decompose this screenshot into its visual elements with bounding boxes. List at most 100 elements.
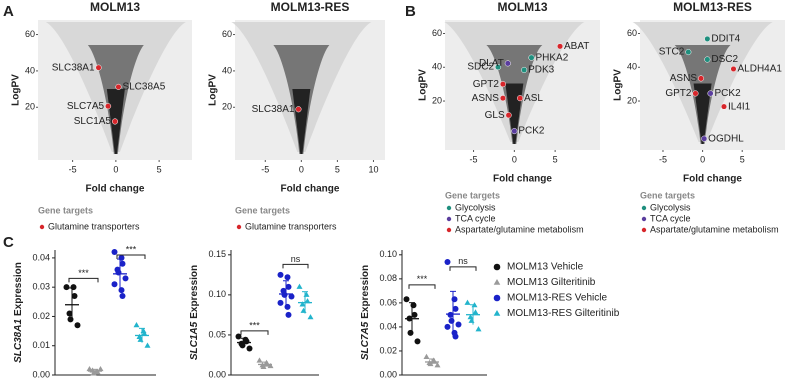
- data-point: [122, 275, 129, 282]
- y-axis-label: LogPV: [11, 74, 22, 106]
- chart-title: MOLM13-RES: [271, 0, 350, 14]
- significance-label: ***: [78, 268, 89, 278]
- data-point: [434, 362, 441, 368]
- x-tick-label: 0: [512, 154, 517, 164]
- y-tick-label: 40: [222, 65, 232, 75]
- gene-label: SDC2: [467, 62, 494, 73]
- data-point: [97, 365, 104, 372]
- y-tick-label: 0.10: [208, 289, 226, 299]
- legend-label: Glutamine transporters: [48, 221, 140, 231]
- gene-label: ASL: [524, 93, 543, 104]
- gene-label: SLC38A1: [252, 104, 295, 115]
- data-point: [284, 274, 291, 281]
- x-tick-label: 0: [113, 164, 118, 174]
- gene-point: [517, 95, 524, 102]
- y-tick-label: 0.04: [32, 252, 50, 262]
- x-tick-label: -5: [659, 154, 667, 164]
- gene-point: [697, 75, 705, 82]
- legend-marker: [446, 216, 452, 222]
- data-point: [423, 353, 430, 359]
- y-tick-label: 0.08: [379, 273, 397, 283]
- data-point: [444, 259, 451, 266]
- gene-point: [692, 90, 699, 97]
- legend-marker: [446, 205, 452, 211]
- y-axis-label: SLC38A1 Expression: [13, 262, 24, 363]
- gene-point: [115, 83, 122, 90]
- data-point: [90, 370, 97, 376]
- data-point: [455, 321, 462, 328]
- significance-bracket: [240, 330, 269, 335]
- data-point: [67, 316, 74, 323]
- y-tick-label: 20: [627, 95, 637, 105]
- data-point: [133, 322, 140, 328]
- data-point: [299, 301, 306, 307]
- gene-label: PCK2: [518, 126, 545, 137]
- y-tick-label: 60: [432, 28, 442, 38]
- x-tick-label: 5: [553, 154, 558, 164]
- background-core: [292, 89, 311, 154]
- data-point: [239, 342, 246, 349]
- data-point: [296, 283, 303, 289]
- significance-bracket: [68, 277, 99, 283]
- data-point: [235, 333, 242, 340]
- y-tick-label: 20: [222, 102, 232, 112]
- gene-point: [494, 64, 502, 71]
- legend-marker: [493, 310, 501, 316]
- legend-label: Aspartate/glutamine metabolism: [455, 224, 584, 234]
- gene-name: SLC1A5: [189, 321, 200, 360]
- legend-marker: [39, 224, 45, 230]
- background-core: [693, 83, 712, 144]
- y-tick-label: 0.00: [379, 369, 397, 379]
- significance-label: ***: [417, 274, 428, 284]
- legend-label: TCA cycle: [455, 213, 496, 223]
- gene-point: [730, 65, 737, 73]
- gene-label: SLC38A1: [52, 62, 95, 73]
- data-point: [284, 303, 291, 310]
- y-axis-label-text: Expression: [13, 262, 24, 316]
- gene-point: [511, 128, 518, 135]
- gene-label: OGDHL: [708, 133, 744, 144]
- chart-title: MOLM13: [90, 0, 140, 14]
- y-tick-label: 0.02: [32, 311, 50, 321]
- x-tick-label: 0: [299, 164, 304, 174]
- data-point: [444, 323, 451, 330]
- data-point: [464, 299, 471, 305]
- significance-bracket: [449, 266, 477, 271]
- data-point: [141, 330, 148, 337]
- legend-marker: [641, 205, 647, 211]
- gene-point: [95, 64, 102, 71]
- x-axis-label: Fold change: [493, 174, 552, 185]
- gene-point: [720, 103, 728, 110]
- x-axis-label: Fold change: [683, 174, 742, 185]
- gene-label: STC2: [659, 47, 685, 58]
- gene-point: [556, 43, 564, 50]
- gene-label: SLC38A5: [122, 82, 165, 93]
- gene-label: ABAT: [564, 41, 589, 52]
- data-point: [452, 305, 459, 312]
- legend-label: Glycolysis: [650, 202, 691, 212]
- data-point: [119, 260, 126, 267]
- data-point: [111, 281, 118, 288]
- gene-label: PDK3: [528, 65, 555, 76]
- y-axis-label: SLC7A5 Expression: [360, 265, 371, 360]
- data-point: [119, 292, 126, 299]
- x-tick-label: -5: [69, 164, 77, 174]
- significance-label: ***: [126, 244, 137, 254]
- legend-label: MOLM13-RES Vehicle: [507, 293, 607, 304]
- x-axis-label: Fold change: [86, 184, 145, 195]
- gene-point: [707, 90, 714, 97]
- chart-title: MOLM13-RES: [673, 0, 752, 14]
- y-tick-label: 0.15: [208, 249, 226, 259]
- data-point: [448, 317, 455, 324]
- data-point: [467, 314, 474, 320]
- gene-label: PHKA2: [535, 52, 568, 63]
- gene-name: SLC7A5: [360, 321, 371, 360]
- data-point: [285, 283, 292, 290]
- data-point: [472, 309, 479, 315]
- data-point: [260, 363, 267, 369]
- data-point: [277, 271, 284, 278]
- legend-title: Gene targets: [235, 205, 290, 215]
- y-tick-label: 0.05: [208, 329, 226, 339]
- gene-point: [528, 54, 535, 61]
